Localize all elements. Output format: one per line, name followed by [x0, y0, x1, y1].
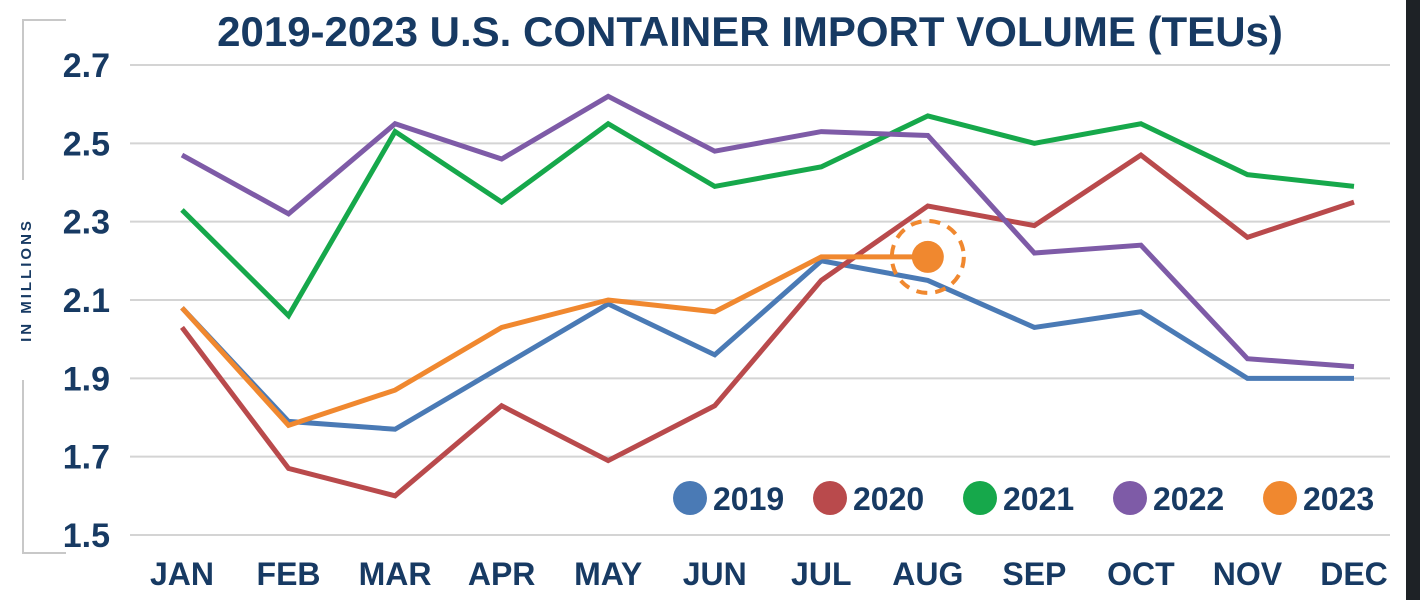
legend-swatch [1263, 481, 1297, 515]
x-tick-label: JUL [791, 556, 851, 592]
x-tick-label: SEP [1002, 556, 1066, 592]
window-edge [1406, 0, 1420, 600]
y-tick-label: 2.7 [63, 47, 110, 85]
chart-title: 2019-2023 U.S. CONTAINER IMPORT VOLUME (… [217, 8, 1283, 55]
highlight-ring [889, 218, 966, 295]
y-tick-label: 2.5 [63, 125, 110, 163]
y-tick-label: 1.9 [63, 360, 110, 398]
legend-swatch [963, 481, 997, 515]
axis-bracket [22, 380, 66, 554]
y-tick-label: 2.1 [63, 282, 110, 320]
legend-item-2020: 2020 [813, 481, 924, 517]
highlight-point [911, 240, 944, 273]
legend-item-2023: 2023 [1263, 481, 1374, 517]
legend-swatch [673, 481, 707, 515]
legend-swatch [1113, 481, 1147, 515]
legend-item-2019: 2019 [673, 481, 784, 517]
y-tick-label: 1.5 [63, 517, 110, 555]
series-line-2022 [180, 93, 1355, 370]
x-tick-label: MAY [574, 556, 642, 592]
x-tick-label: JUN [683, 556, 747, 592]
x-tick-label: NOV [1213, 556, 1283, 592]
series-line-2020 [180, 152, 1355, 499]
legend-label: 2019 [713, 481, 784, 517]
axis-bracket [22, 19, 66, 180]
legend-item-2021: 2021 [963, 481, 1074, 517]
x-tick-label: DEC [1320, 556, 1388, 592]
legend-label: 2021 [1003, 481, 1074, 517]
x-tick-label: JAN [150, 556, 214, 592]
x-tick-label: FEB [257, 556, 321, 592]
series-line-2021 [180, 113, 1355, 320]
y-tick-label: 1.7 [63, 439, 110, 477]
y-tick-label: 2.3 [63, 204, 110, 242]
legend-label: 2023 [1303, 481, 1374, 517]
x-tick-label: OCT [1107, 556, 1175, 592]
legend-label: 2022 [1153, 481, 1224, 517]
x-tick-label: AUG [892, 556, 963, 592]
legend-swatch [813, 481, 847, 515]
x-tick-label: MAR [359, 556, 432, 592]
legend-label: 2020 [853, 481, 924, 517]
legend-item-2022: 2022 [1113, 481, 1224, 517]
series-line-2023 [180, 254, 928, 429]
y-axis-label: IN MILLIONS [18, 218, 35, 342]
x-tick-label: APR [468, 556, 536, 592]
series-line-2019 [180, 258, 1354, 432]
